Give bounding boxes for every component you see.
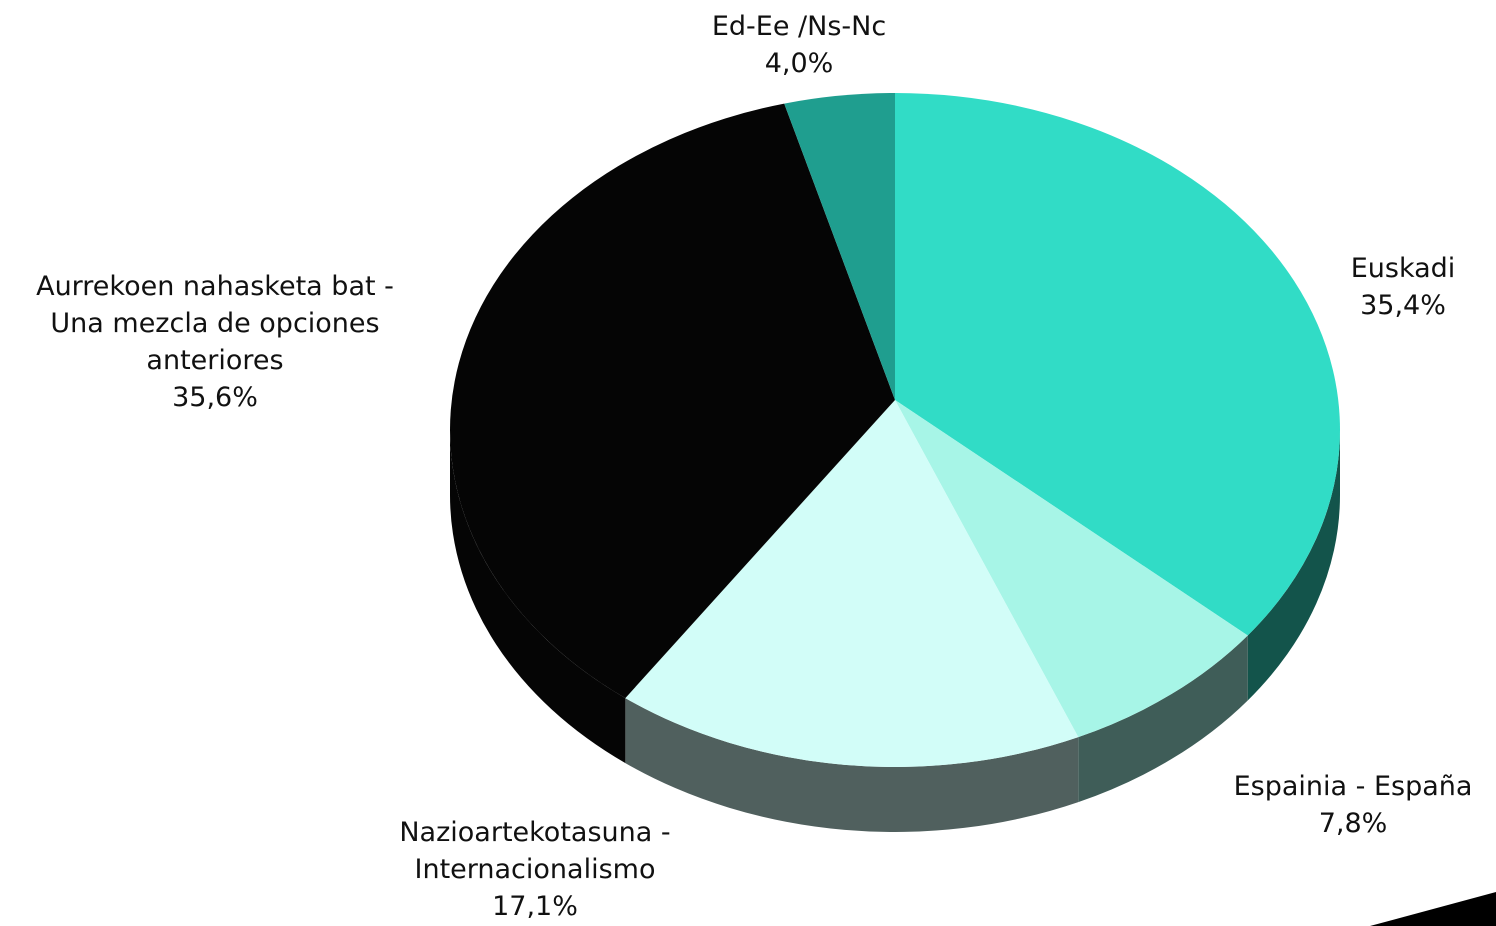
- slice-side: [625, 698, 1079, 832]
- category-label: Nazioartekotasuna - Internacionalismo: [399, 817, 671, 885]
- slice-label: Espainia - España 7,8%: [1203, 768, 1496, 842]
- slice: [784, 93, 895, 400]
- value-label: 35,4%: [1360, 290, 1446, 321]
- slice: [895, 400, 1248, 738]
- slice-label: Aurrekoen nahasketa bat - Una mezcla de …: [15, 268, 415, 416]
- slice-label: Ed-Ee /Ns-Nc 4,0%: [649, 8, 949, 82]
- category-label: Ed-Ee /Ns-Nc: [711, 11, 887, 42]
- slice-label: Euskadi 35,4%: [1303, 250, 1496, 324]
- category-label: Euskadi: [1350, 253, 1456, 284]
- value-label: 7,8%: [1318, 808, 1388, 839]
- category-label: Aurrekoen nahasketa bat - Una mezcla de …: [36, 271, 394, 376]
- slice-side: [450, 430, 626, 764]
- slice-side: [1078, 635, 1248, 803]
- slice: [450, 103, 895, 699]
- slice-side: [1247, 430, 1340, 701]
- value-label: 35,6%: [172, 382, 258, 413]
- category-label: Espainia - España: [1233, 771, 1473, 802]
- slice-label: Nazioartekotasuna - Internacionalismo 17,…: [365, 814, 705, 925]
- value-label: 17,1%: [492, 891, 578, 922]
- value-label: 4,0%: [764, 48, 834, 79]
- decoration: [1370, 892, 1496, 926]
- slice: [895, 93, 1341, 636]
- slice: [625, 400, 1079, 767]
